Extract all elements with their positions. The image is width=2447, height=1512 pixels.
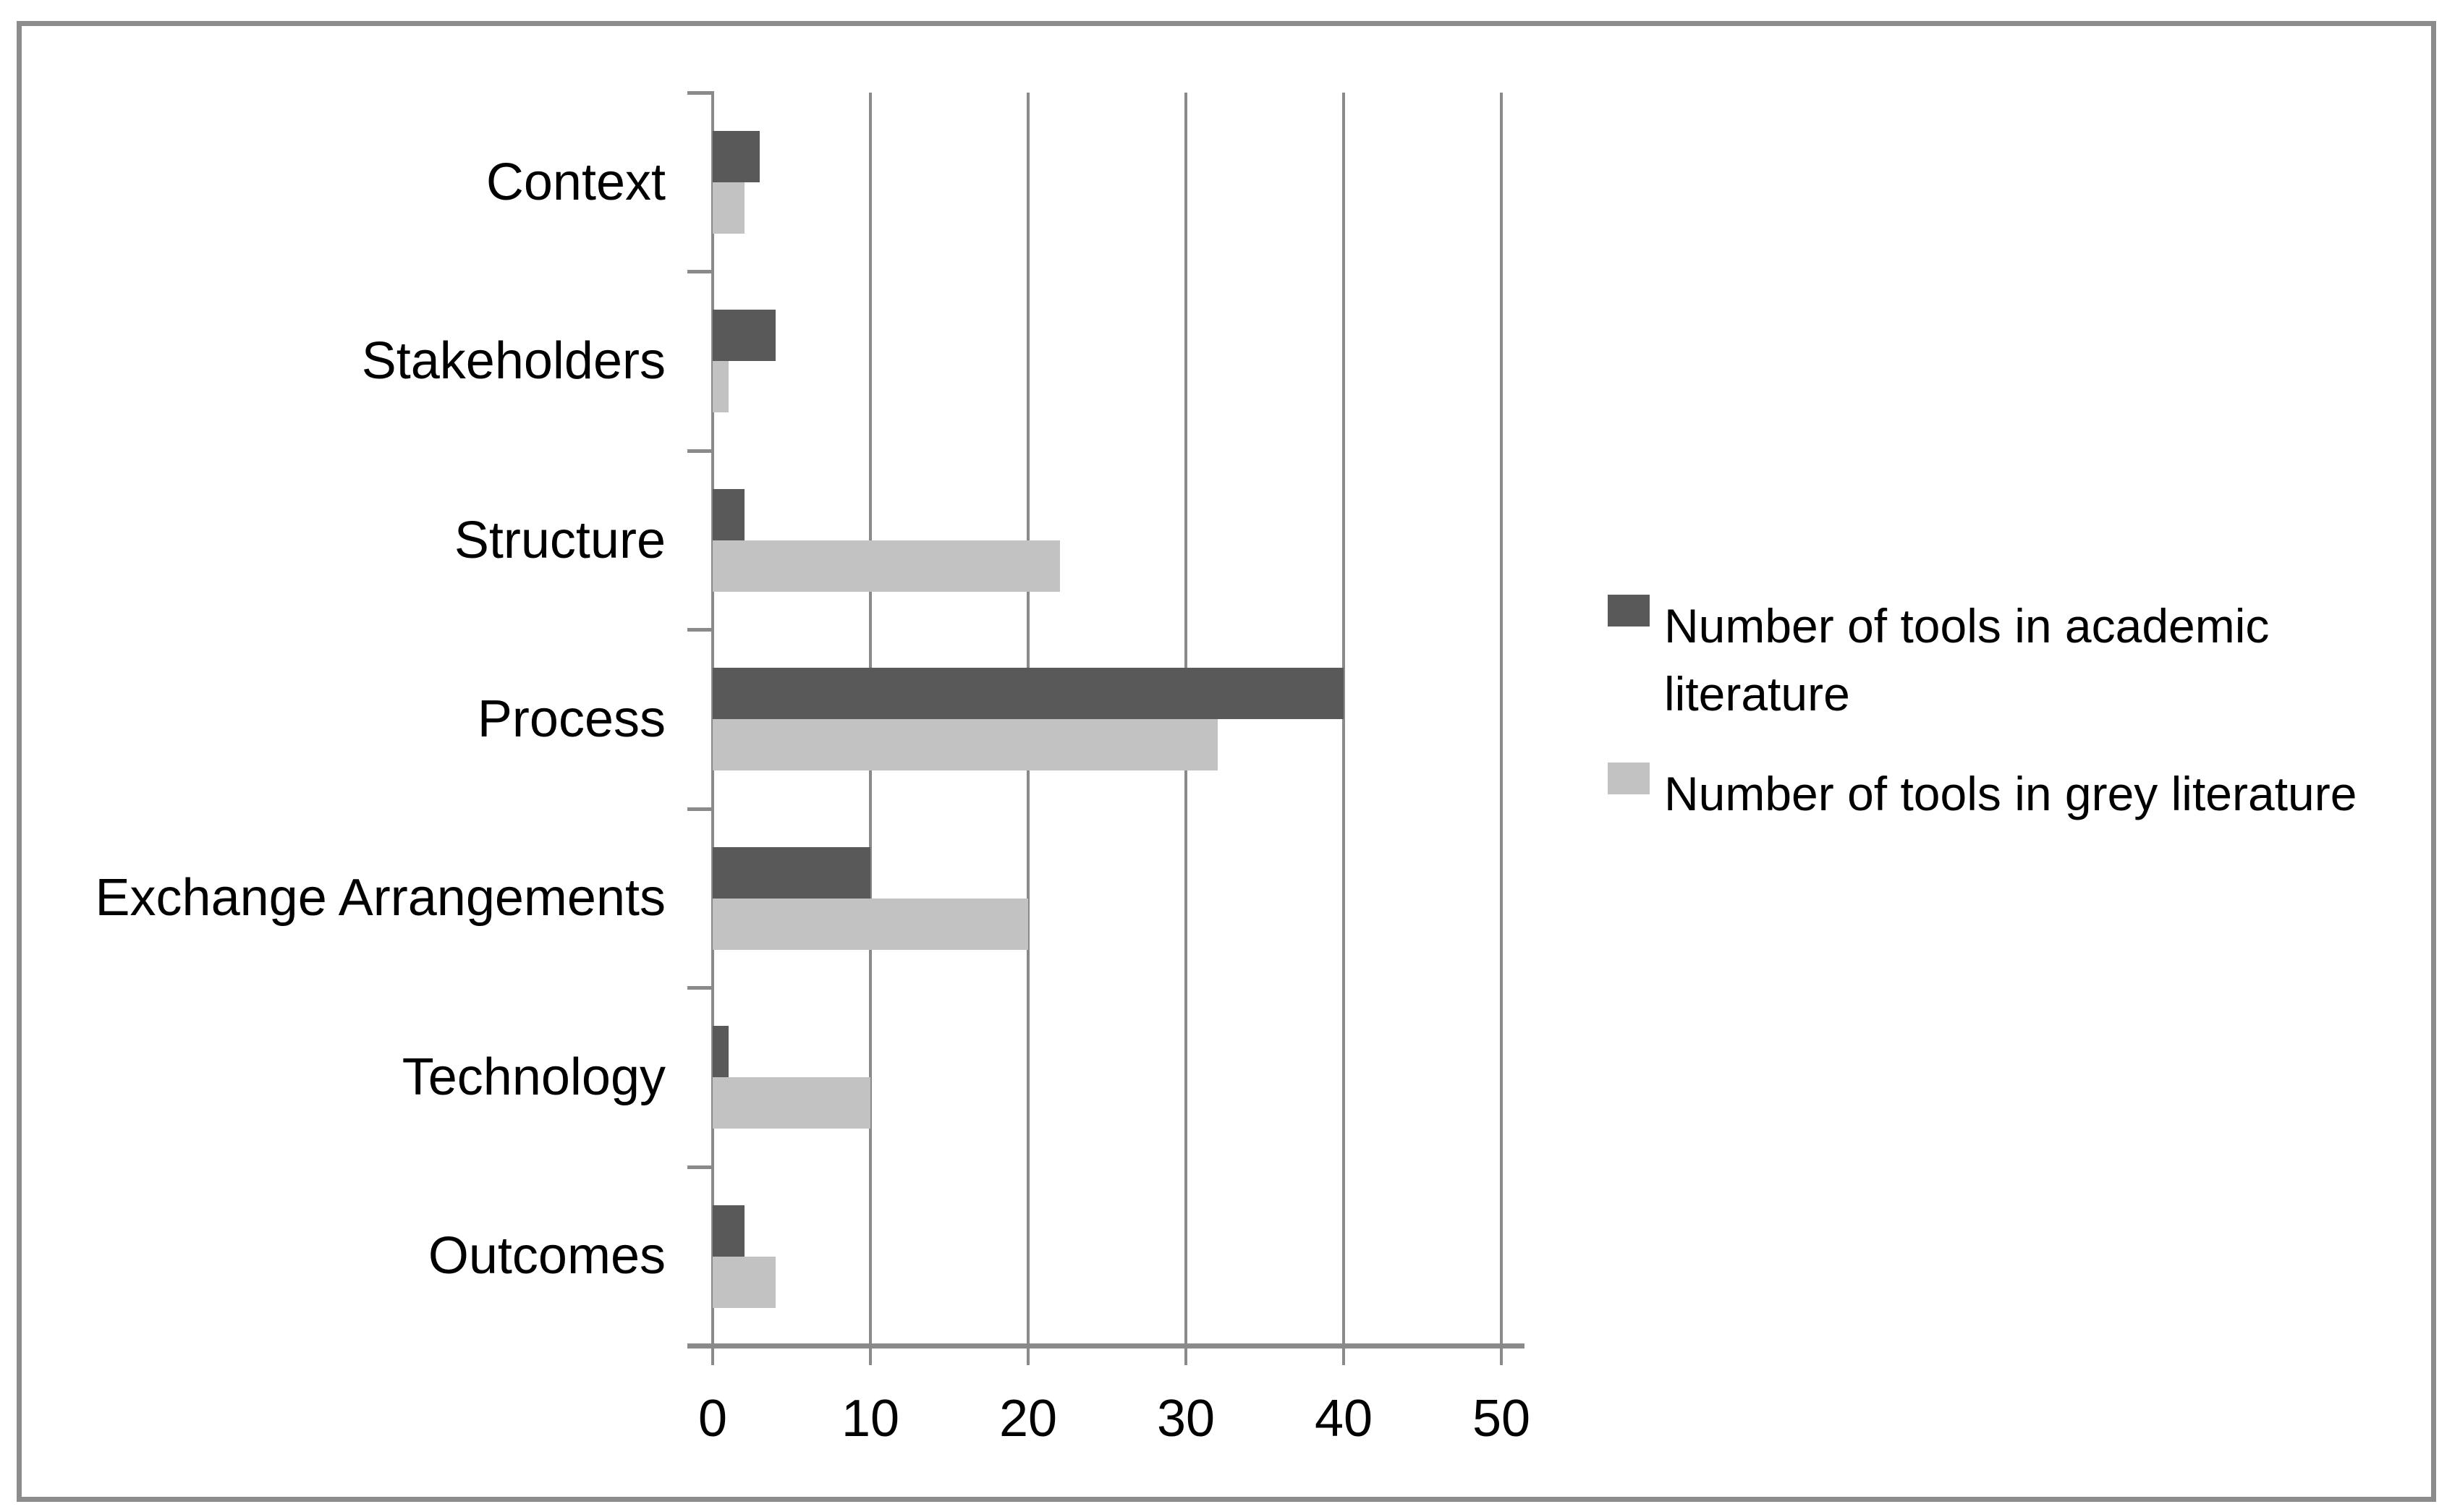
category-label: Stakeholders (361, 332, 666, 391)
category-label: Outcomes (428, 1227, 666, 1286)
bar-process-grey (713, 719, 1218, 771)
x-tick-label: 30 (1156, 1390, 1216, 1448)
gridline (1500, 93, 1503, 1365)
x-tick-label: 0 (697, 1390, 728, 1448)
legend-swatch-academic-icon (1608, 595, 1650, 627)
bar-technology-grey (713, 1077, 870, 1129)
bar-stakeholders-grey (713, 361, 729, 413)
category-boundary-tick (687, 807, 714, 811)
category-label: Context (485, 153, 666, 211)
legend-item-grey: Number of tools in grey literature (1608, 760, 2418, 828)
category-boundary-tick (687, 449, 714, 453)
category-label: Exchange Arrangements (95, 869, 666, 927)
category-boundary-tick (687, 986, 714, 990)
bar-exchange-arrangements-academic (713, 846, 870, 899)
figure-border (17, 21, 2436, 1502)
x-tick-label: 40 (1314, 1390, 1373, 1448)
category-boundary-tick (687, 270, 714, 274)
x-axis-line (687, 1343, 1524, 1349)
x-tick-label: 20 (998, 1390, 1058, 1448)
category-boundary-tick (687, 628, 714, 632)
category-label: Structure (454, 511, 666, 569)
bar-context-academic (713, 131, 760, 182)
category-label: Process (477, 690, 666, 748)
gridline (1342, 93, 1345, 1365)
bar-process-academic (713, 668, 1344, 720)
legend-item-academic: Number of tools in academic literature (1608, 592, 2418, 728)
bar-structure-academic (713, 488, 745, 540)
legend-label-academic: Number of tools in academic literature (1664, 599, 2270, 721)
bar-stakeholders-academic (713, 310, 776, 362)
bar-structure-grey (713, 540, 1060, 592)
legend-swatch-grey-icon (1608, 763, 1650, 794)
bar-exchange-arrangements-grey (713, 898, 1028, 950)
legend-label-grey: Number of tools in grey literature (1664, 767, 2357, 820)
bar-technology-academic (713, 1026, 729, 1078)
bar-outcomes-grey (713, 1256, 776, 1308)
bar-context-grey (713, 182, 745, 234)
category-label: Technology (402, 1048, 666, 1106)
bar-outcomes-academic (713, 1205, 745, 1257)
x-tick-label: 50 (1472, 1390, 1531, 1448)
x-tick-label: 10 (841, 1390, 900, 1448)
category-boundary-tick (687, 1165, 714, 1169)
category-boundary-tick (687, 91, 714, 95)
